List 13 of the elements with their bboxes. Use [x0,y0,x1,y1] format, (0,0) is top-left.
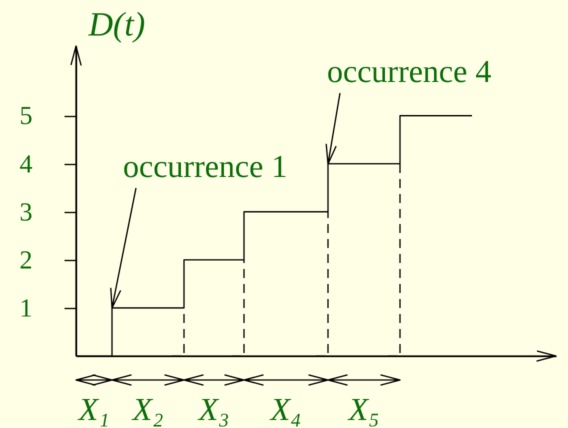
y-tick-label: 5 [20,101,32,130]
y-tick-label: 1 [20,293,32,322]
annotation: occurrence 1 [123,148,288,184]
text: X₁ [76,391,110,427]
y-tick-label: 3 [20,197,32,226]
text: X₅ [346,391,380,427]
y-tick-label: 2 [20,245,32,274]
text: X₄ [268,391,302,427]
text: X₂ [130,391,164,427]
annotation: occurrence 4 [327,53,492,89]
y-axis-title: D(t) [88,6,146,44]
y-tick-label: 4 [20,149,32,178]
text: X₃ [196,391,230,427]
